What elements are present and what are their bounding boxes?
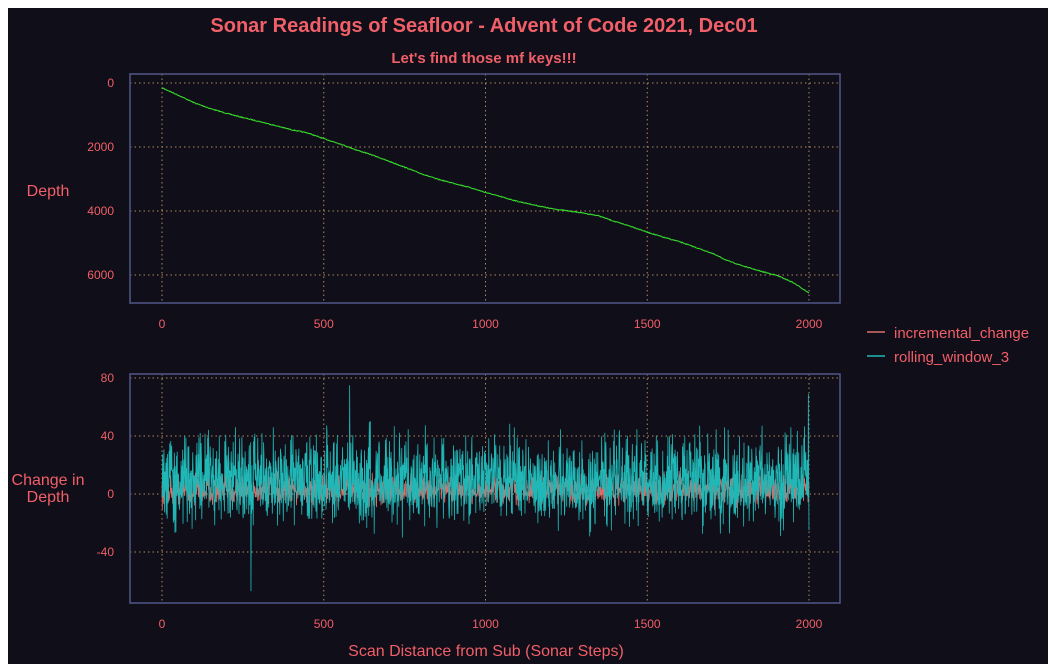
x-tick-label: 0 bbox=[159, 317, 166, 331]
plot-frame bbox=[129, 73, 841, 304]
legend-label-rolling-window-3: rolling_window_3 bbox=[894, 349, 1009, 366]
x-axis-label: Scan Distance from Sub (Sonar Steps) bbox=[348, 643, 624, 660]
y-tick-label: 0 bbox=[107, 76, 114, 90]
series-rolling-window-3 bbox=[161, 385, 810, 592]
y-tick-label: 0 bbox=[107, 487, 114, 501]
x-tick-label: 2000 bbox=[796, 317, 823, 331]
chart-subtitle: Let's find those mf keys!!! bbox=[391, 50, 576, 67]
series-depth-line bbox=[161, 87, 810, 294]
y-axis-label: Depth bbox=[27, 489, 70, 506]
chart-title: Sonar Readings of Seafloor - Advent of C… bbox=[210, 15, 757, 37]
y-tick-label: 4000 bbox=[87, 204, 114, 218]
x-tick-label: 1000 bbox=[472, 317, 499, 331]
x-tick-label: 2000 bbox=[796, 617, 823, 631]
x-tick-label: 1000 bbox=[472, 617, 499, 631]
x-tick-label: 1500 bbox=[634, 317, 661, 331]
y-tick-label: 40 bbox=[101, 429, 115, 443]
y-tick-label: 80 bbox=[101, 371, 115, 385]
chart-panel: Sonar Readings of Seafloor - Advent of C… bbox=[8, 8, 1048, 664]
legend: incremental_change rolling_window_3 bbox=[867, 325, 1029, 366]
chart-canvas: Sonar Readings of Seafloor - Advent of C… bbox=[12, 15, 1030, 660]
legend-label-incremental-change: incremental_change bbox=[894, 325, 1029, 342]
plot-frame bbox=[129, 373, 841, 604]
subplot-1: 0 500 1000 1500 2000 0 2000 4000 6000 Depth bbox=[27, 73, 841, 331]
x-tick-label: 1500 bbox=[634, 617, 661, 631]
y-axis-label: Depth bbox=[27, 183, 70, 200]
x-tick-label: 500 bbox=[314, 617, 334, 631]
y-tick-label: 2000 bbox=[87, 140, 114, 154]
x-tick-label: 0 bbox=[159, 617, 166, 631]
x-tick-label: 500 bbox=[314, 317, 334, 331]
y-tick-label: 6000 bbox=[87, 268, 114, 282]
y-axis-label: Change in bbox=[12, 472, 85, 489]
y-tick-label: -40 bbox=[97, 545, 115, 559]
